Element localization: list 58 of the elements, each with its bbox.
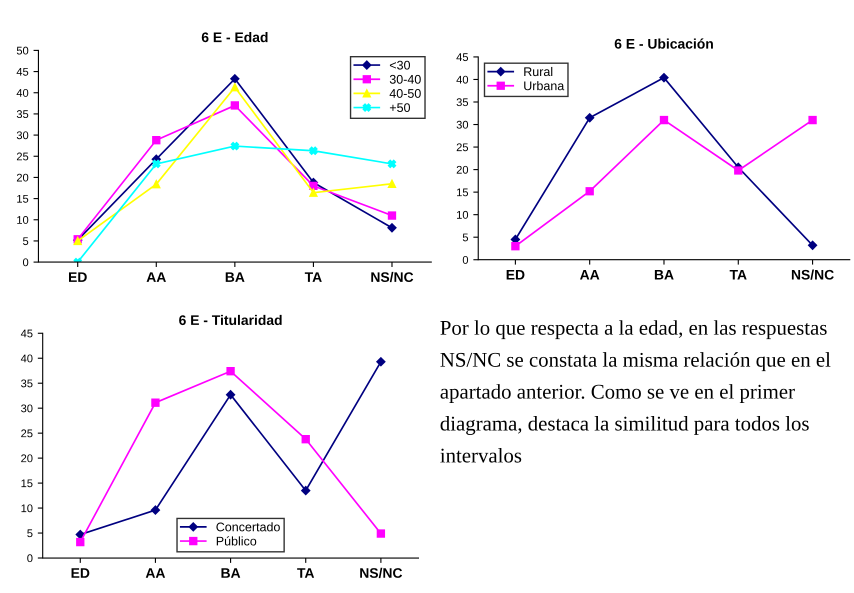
y-tick-label: 10	[21, 504, 33, 512]
x-tick-label: BA	[654, 270, 674, 280]
x-tick-label: ED	[506, 270, 524, 280]
y-tick-label: 30	[21, 404, 33, 412]
y-tick-label: 30	[456, 120, 468, 129]
y-tick-label: 25	[16, 152, 28, 160]
y-tick-label: 5	[462, 234, 468, 242]
y-tick-label: 45	[456, 53, 468, 62]
x-tick-label: NS/NC	[371, 272, 414, 282]
x-tick-label: BA	[221, 568, 240, 578]
y-tick-label: 5	[27, 529, 33, 538]
y-tick-label: 40	[20, 354, 33, 362]
chart-title: 6 E - Edad	[202, 32, 268, 42]
y-tick-label: 20	[456, 166, 468, 174]
x-tick-label: NS/NC	[360, 568, 402, 578]
x-tick-label: TA	[304, 272, 322, 282]
y-tick-label: 0	[462, 256, 468, 264]
y-tick-label: 35	[21, 379, 33, 388]
y-tick-label: 30	[16, 131, 28, 140]
y-tick-label: 15	[21, 479, 33, 488]
x-tick-label: AA	[580, 270, 600, 280]
legend-label: +50	[390, 103, 410, 112]
y-tick-label: 40	[456, 76, 468, 84]
legend-label: <30	[390, 60, 410, 70]
y-tick-label: 25	[456, 143, 468, 152]
y-tick-label: 10	[457, 210, 468, 219]
legend-label: 30-40	[390, 74, 421, 84]
x-tick-label: ED	[72, 568, 90, 578]
y-tick-label: 35	[16, 110, 28, 118]
legend-label: Rural	[524, 66, 552, 76]
chart-title: 6 E - Ubicación	[614, 38, 713, 49]
y-tick-label: 50	[16, 46, 28, 55]
y-tick-label: 20	[16, 174, 28, 182]
y-tick-label: 15	[457, 188, 468, 196]
text: Por lo que respecta a la edad, en las respuestas NS/NC se constata la misma relación que en el apartado anterior. Como se ve en el primer diagrama, destaca la similitud para todos los intervalos	[440, 320, 830, 463]
x-tick-label: AA	[146, 568, 166, 578]
y-tick-label: 0	[22, 258, 28, 266]
chart-title: 6 E - Titularidad	[179, 314, 282, 326]
x-tick-label: NS/NC	[792, 269, 834, 280]
legend-label: Urbana	[524, 81, 564, 90]
legend-label: 40-50	[390, 89, 421, 98]
y-tick-label: 20	[21, 454, 33, 462]
x-tick-label: AA	[146, 272, 166, 282]
x-tick-label: TA	[730, 270, 747, 280]
y-tick-label: 25	[21, 429, 33, 438]
x-tick-label: BA	[226, 272, 245, 282]
y-tick-label: 0	[27, 554, 33, 562]
y-tick-label: 5	[22, 237, 28, 246]
legend-label: Concertado	[216, 522, 280, 532]
y-tick-label: 10	[17, 216, 28, 224]
x-tick-label: TA	[297, 568, 314, 578]
x-tick-label: ED	[68, 272, 87, 282]
y-tick-label: 40	[16, 89, 28, 97]
y-tick-label: 15	[17, 194, 28, 203]
y-tick-label: 45	[16, 68, 28, 76]
y-tick-label: 35	[456, 98, 468, 106]
y-tick-label: 45	[20, 330, 33, 338]
legend-label: Público	[216, 536, 256, 546]
